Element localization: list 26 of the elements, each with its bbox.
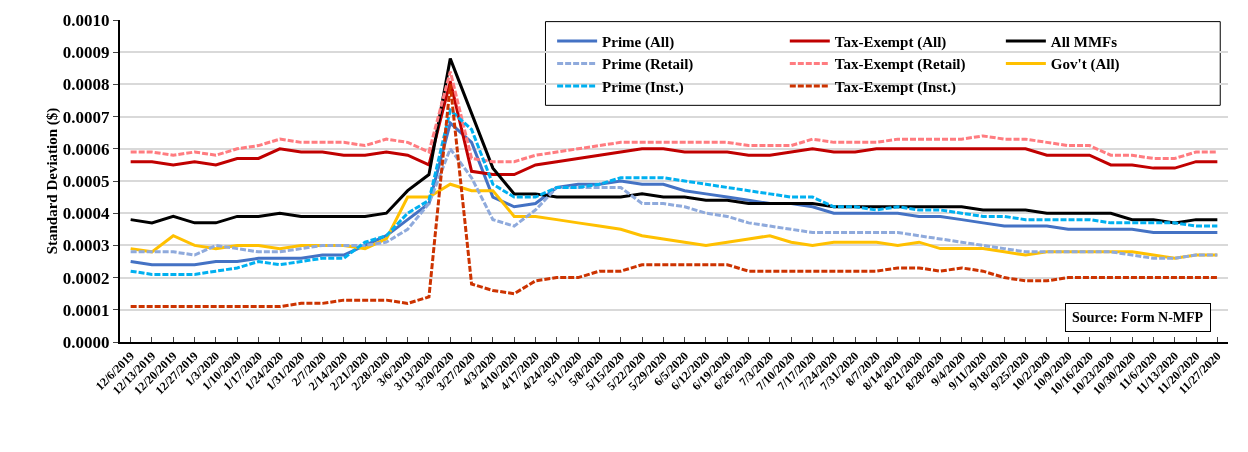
y-tick-label: 0.0009	[62, 43, 110, 63]
legend-label: All MMFs	[1050, 33, 1118, 50]
legend-label: Prime (Inst.)	[602, 78, 684, 96]
y-tick-label: 0.0001	[62, 300, 110, 320]
line-series	[129, 57, 1219, 225]
legend-label: Tax-Exempt (All)	[834, 33, 947, 51]
legend-label: Prime (All)	[602, 33, 675, 51]
y-tick-label: 0.0006	[62, 139, 110, 159]
y-axis-title: Standard Deviation ($)	[43, 107, 61, 255]
y-tick-label: 0.0010	[62, 10, 110, 30]
y-tick-label: 0.0004	[62, 204, 111, 224]
y-tick-label: 0.0003	[62, 236, 110, 256]
legend-label: Prime (Retail)	[602, 56, 694, 74]
line-series	[129, 82, 1219, 309]
legend-label: Gov't (All)	[1050, 56, 1120, 74]
y-tick-label: 0.0008	[62, 75, 110, 95]
legend-label: Tax-Exempt (Retail)	[834, 56, 966, 74]
y-tick-label: 0.0007	[62, 107, 111, 127]
annotation: Source: Form N-MFP	[1072, 310, 1204, 325]
line-series	[129, 147, 1219, 260]
y-tick-label: 0.0005	[62, 171, 110, 191]
line-series	[129, 70, 1219, 164]
line-series	[129, 79, 1219, 177]
legend-label: Tax-Exempt (Inst.)	[834, 78, 956, 96]
y-tick-label: 0.0002	[62, 268, 110, 288]
y-tick-label: 0.0000	[62, 332, 110, 352]
